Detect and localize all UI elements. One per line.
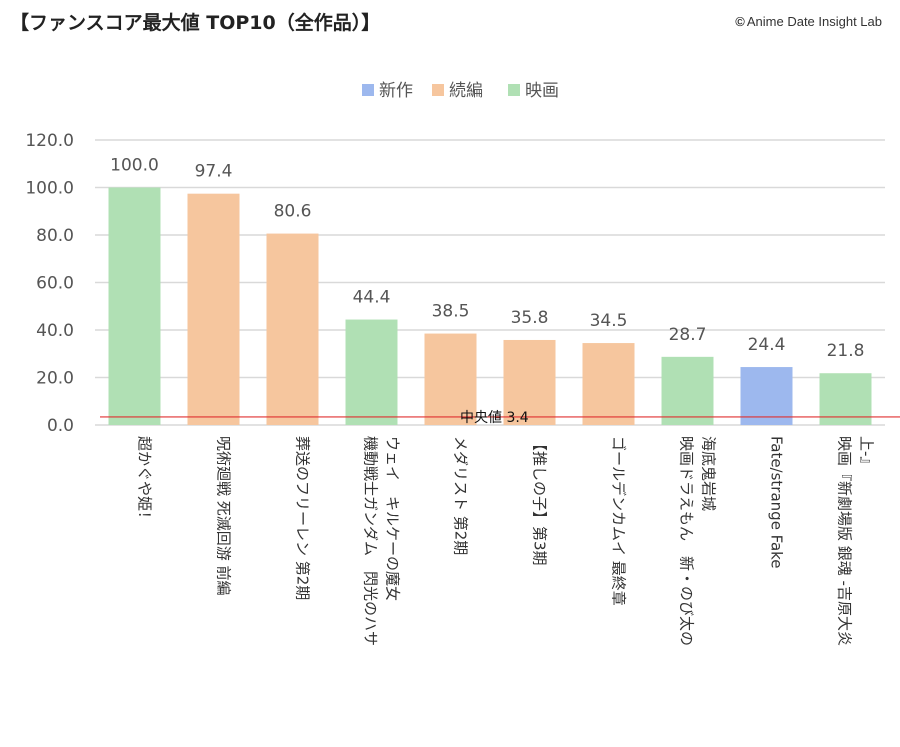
y-tick-label: 0.0 <box>47 416 74 436</box>
credit: © Anime Date Insight Lab <box>735 14 882 29</box>
category-label: 【推しの子】第3期 <box>531 436 549 566</box>
category-label: 映画『新劇場版 銀魂 -吉原大炎 <box>836 436 854 646</box>
bar <box>503 339 556 425</box>
category-label: 海底鬼岩城 <box>700 436 718 511</box>
category-label: ゴールデンカムイ 最終章 <box>610 436 628 606</box>
category-label: Fate/strange Fake <box>768 436 786 569</box>
category-label: ウェイ キルケーの魔女 <box>384 436 402 601</box>
median-label: 中央値 3.4 <box>460 410 529 426</box>
legend-label: 映画 <box>525 81 559 101</box>
legend-label: 新作 <box>379 81 413 101</box>
y-tick-label: 20.0 <box>36 369 74 389</box>
y-tick-label: 120.0 <box>25 131 74 151</box>
category-label: 超かぐや姫！ <box>136 436 154 526</box>
category-label: 上-』 <box>858 436 876 471</box>
data-label: 28.7 <box>669 325 707 345</box>
legend-swatch <box>508 84 520 96</box>
data-label: 21.8 <box>827 341 865 361</box>
data-label: 44.4 <box>353 288 391 308</box>
data-label: 34.5 <box>590 311 628 331</box>
data-label: 24.4 <box>748 335 786 355</box>
category-label: 機動戦士ガンダム 閃光のハサ <box>362 436 380 646</box>
y-tick-label: 80.0 <box>36 226 74 246</box>
bar <box>108 187 161 425</box>
category-label: 呪術廻戦 死滅回游 前編 <box>215 436 233 596</box>
bar <box>187 193 240 425</box>
bar <box>424 333 477 425</box>
bar <box>345 319 398 425</box>
legend-label: 続編 <box>449 81 483 101</box>
bar <box>661 356 714 425</box>
data-label: 80.6 <box>274 202 312 222</box>
data-label: 100.0 <box>110 156 159 176</box>
data-label: 38.5 <box>432 302 470 322</box>
category-label: 映画ドラえもん 新・のび太の <box>678 436 696 646</box>
data-label: 35.8 <box>511 308 549 328</box>
y-tick-label: 100.0 <box>25 179 74 199</box>
page-title: 【ファンスコア最大値 TOP10（全作品）】 <box>10 12 381 34</box>
y-tick-label: 40.0 <box>36 321 74 341</box>
bar <box>740 367 793 425</box>
legend-swatch <box>432 84 444 96</box>
category-label: メダリスト 第2期 <box>452 436 470 555</box>
data-label: 97.4 <box>195 162 233 182</box>
bar <box>266 233 319 425</box>
y-tick-label: 60.0 <box>36 274 74 294</box>
copyright-icon: © <box>735 14 745 29</box>
bar <box>582 343 635 425</box>
credit-text: Anime Date Insight Lab <box>746 14 882 29</box>
category-label: 葬送のフリーレン 第2期 <box>294 436 312 600</box>
legend-swatch <box>362 84 374 96</box>
